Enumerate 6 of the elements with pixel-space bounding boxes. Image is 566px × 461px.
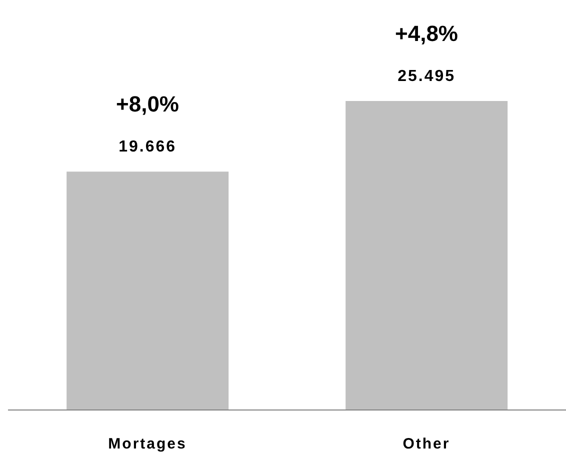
annotation: +8,0% <box>116 92 179 117</box>
data-label: 25.495 <box>398 68 456 85</box>
data-label: 19.666 <box>118 138 177 156</box>
x-tick-label: Other <box>402 436 450 453</box>
annotation: +4,8% <box>395 21 458 46</box>
x-tick-label: Mortages <box>108 436 187 453</box>
